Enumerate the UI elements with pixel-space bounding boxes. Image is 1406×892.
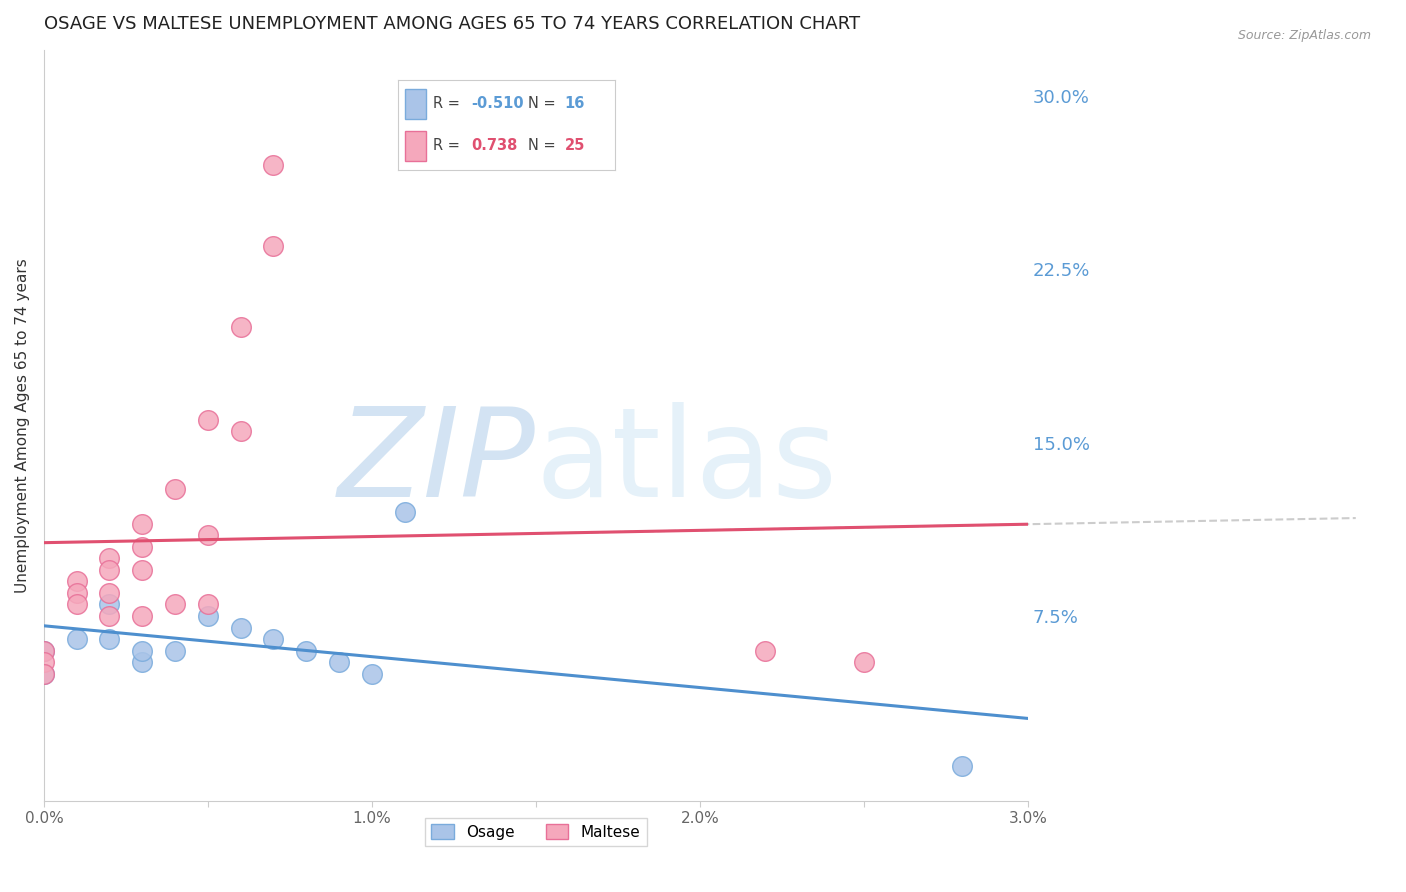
Point (32, 655, 55, 669)
Point (262, 632, 284, 646)
Point (360, 666, 382, 681)
Point (131, 516, 153, 531)
Point (131, 540, 153, 554)
Point (66, 632, 89, 646)
Point (197, 412, 219, 426)
Point (197, 598, 219, 612)
Point (98, 609, 121, 624)
Point (98, 551, 121, 566)
Point (131, 643, 153, 657)
Point (229, 621, 252, 635)
Point (131, 609, 153, 624)
Point (98, 586, 121, 600)
Legend: Osage, Maltese: Osage, Maltese (425, 818, 647, 846)
Point (197, 609, 219, 624)
Text: OSAGE VS MALTESE UNEMPLOYMENT AMONG AGES 65 TO 74 YEARS CORRELATION CHART: OSAGE VS MALTESE UNEMPLOYMENT AMONG AGES… (44, 15, 860, 33)
Point (165, 482, 187, 496)
Point (98, 563, 121, 577)
Point (131, 563, 153, 577)
Point (32, 643, 55, 657)
Point (66, 586, 89, 600)
Point (98, 632, 121, 646)
Point (32, 666, 55, 681)
Point (262, 239, 284, 253)
Point (66, 574, 89, 589)
Point (950, 759, 973, 773)
Point (229, 320, 252, 334)
Point (32, 666, 55, 681)
Point (32, 643, 55, 657)
Point (754, 643, 776, 657)
Point (66, 598, 89, 612)
Text: Source: ZipAtlas.com: Source: ZipAtlas.com (1237, 29, 1371, 42)
Point (165, 643, 187, 657)
Point (394, 505, 416, 519)
Point (262, 158, 284, 172)
Y-axis label: Unemployment Among Ages 65 to 74 years: Unemployment Among Ages 65 to 74 years (15, 258, 30, 592)
Point (131, 655, 153, 669)
Point (229, 424, 252, 438)
Point (852, 655, 875, 669)
Point (98, 598, 121, 612)
Text: ZIP: ZIP (337, 402, 536, 524)
Point (165, 598, 187, 612)
Text: atlas: atlas (536, 402, 838, 524)
Point (197, 528, 219, 542)
Point (328, 655, 350, 669)
Point (295, 643, 318, 657)
